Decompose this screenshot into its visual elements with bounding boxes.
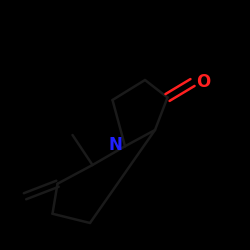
Text: O: O: [196, 73, 210, 91]
Text: N: N: [108, 136, 122, 154]
